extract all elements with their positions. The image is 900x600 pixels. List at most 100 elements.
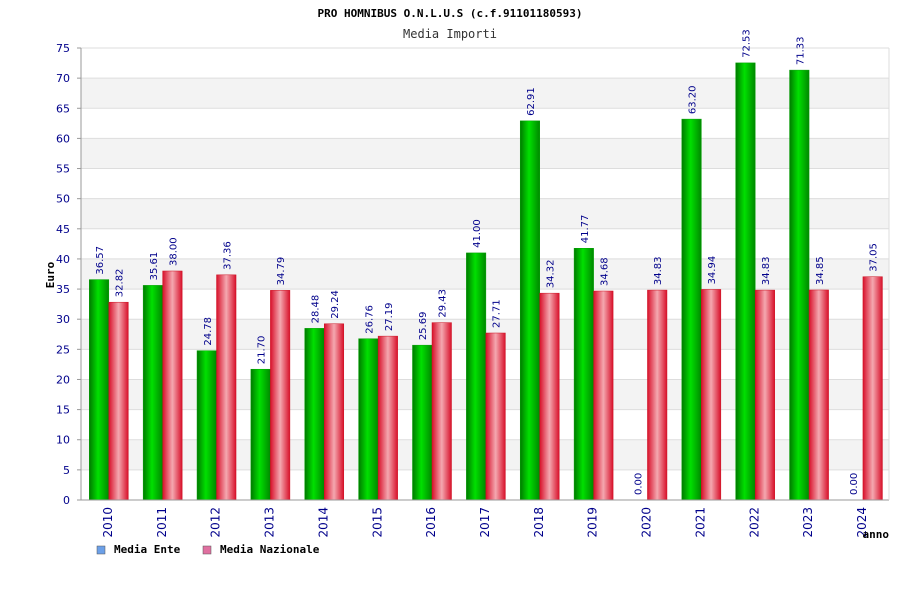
grid-band: [81, 108, 889, 139]
y-tick-label: 20: [56, 373, 70, 386]
data-label-media-nazionale-2023: 34.85: [815, 256, 826, 285]
y-tick-label: 45: [56, 223, 70, 236]
x-tick-label-2012: 2012: [209, 507, 223, 538]
bar-media-ente-2023: [789, 69, 810, 501]
bar-media-nazionale-2011: [162, 270, 183, 501]
bar-media-ente-2013: [250, 368, 271, 501]
data-label-media-nazionale-2011: 38.00: [168, 237, 179, 266]
bar-media-ente-2012: [196, 350, 217, 501]
bar-media-nazionale-2013: [270, 290, 291, 501]
data-label-media-nazionale-2021: 34.94: [707, 256, 718, 285]
grid-band: [81, 78, 889, 109]
data-label-media-ente-2010: 36.57: [95, 246, 106, 275]
bar-media-nazionale-2020: [647, 289, 668, 501]
data-label-media-ente-2013: 21.70: [257, 336, 268, 365]
chart-subtitle: Media Importi: [403, 27, 497, 41]
bar-media-nazionale-2012: [216, 274, 237, 501]
bar-media-ente-2017: [466, 252, 487, 501]
bar-media-ente-2016: [412, 344, 433, 501]
data-label-media-nazionale-2013: 34.79: [276, 257, 287, 286]
data-label-media-ente-2024: 0.00: [849, 473, 860, 495]
bar-media-nazionale-2010: [108, 301, 129, 501]
data-label-media-ente-2023: 71.33: [795, 36, 806, 65]
y-tick-label: 15: [56, 404, 70, 417]
x-tick-label-2018: 2018: [532, 507, 546, 538]
bar-media-nazionale-2022: [754, 289, 775, 501]
y-tick-label: 50: [56, 193, 70, 206]
x-axis-ticks: 2010 2011 2012 2013 2014 2015 2016 2017 2018 2019…: [101, 507, 869, 538]
data-label-media-nazionale-2016: 29.43: [438, 289, 449, 318]
data-label-media-nazionale-2024: 37.05: [869, 243, 880, 272]
bar-media-ente-2011: [142, 285, 163, 501]
x-tick-label-2020: 2020: [640, 507, 654, 538]
bar-media-nazionale-2024: [862, 276, 883, 501]
x-tick-label-2023: 2023: [801, 507, 815, 538]
x-tick-label-2010: 2010: [101, 507, 115, 538]
bar-media-nazionale-2019: [593, 290, 614, 501]
data-label-media-ente-2012: 24.78: [203, 317, 214, 346]
bar-media-nazionale-2018: [539, 292, 560, 501]
x-tick-label-2017: 2017: [478, 507, 492, 538]
data-label-media-ente-2017: 41.00: [472, 219, 483, 248]
x-axis-label: anno: [863, 528, 890, 541]
legend-label-media-nazionale: Media Nazionale: [220, 543, 320, 556]
data-label-media-nazionale-2020: 34.83: [653, 256, 664, 285]
bar-media-nazionale-2021: [701, 289, 722, 501]
x-tick-label-2024: 2024: [855, 507, 869, 538]
x-tick-label-2013: 2013: [263, 507, 277, 538]
x-tick-label-2011: 2011: [155, 507, 169, 538]
data-label-media-nazionale-2012: 37.36: [222, 241, 233, 270]
grid-band: [81, 48, 889, 79]
y-axis-label: Euro: [44, 261, 57, 288]
y-tick-label: 60: [56, 132, 70, 145]
legend-swatch-media-ente: [96, 545, 106, 555]
bar-media-ente-2014: [304, 328, 325, 501]
data-label-media-ente-2016: 25.69: [418, 312, 429, 341]
data-label-media-ente-2011: 35.61: [149, 252, 160, 281]
data-label-media-ente-2018: 62.91: [526, 87, 537, 116]
legend: Media Ente Media Nazionale: [96, 543, 320, 556]
x-tick-label-2015: 2015: [370, 507, 384, 538]
axes: [80, 48, 890, 501]
y-tick-label: 5: [63, 464, 70, 477]
x-tick-label-2014: 2014: [316, 507, 330, 538]
bar-media-nazionale-2017: [485, 332, 506, 501]
data-label-media-ente-2014: 28.48: [311, 295, 322, 324]
data-label-media-nazionale-2018: 34.32: [545, 260, 556, 289]
legend-swatch-media-nazionale: [202, 545, 212, 555]
data-label-media-nazionale-2017: 27.71: [492, 299, 503, 328]
y-tick-label: 30: [56, 313, 70, 326]
legend-label-media-ente: Media Ente: [114, 543, 181, 556]
data-labels: 36.57 32.82 35.61 38.00 24.78 37.36 21.70 34.79…: [95, 29, 880, 495]
bar-media-ente-2019: [573, 248, 594, 501]
bar-media-nazionale-2023: [808, 289, 829, 501]
x-tick-label-2021: 2021: [693, 507, 707, 538]
y-tick-label: 65: [56, 102, 70, 115]
data-label-media-ente-2019: 41.77: [580, 215, 591, 244]
bar-media-ente-2022: [735, 62, 756, 501]
data-label-media-ente-2015: 26.76: [364, 305, 375, 334]
data-label-media-ente-2020: 0.00: [634, 473, 645, 495]
x-tick-label-2022: 2022: [747, 507, 761, 538]
y-tick-label: 10: [56, 434, 70, 447]
bar-media-ente-2021: [681, 118, 702, 501]
bar-media-nazionale-2016: [431, 322, 452, 501]
x-tick-label-2019: 2019: [586, 507, 600, 538]
grid-band: [81, 198, 889, 229]
x-tick-label-2016: 2016: [424, 507, 438, 538]
data-label-media-nazionale-2014: 29.24: [330, 290, 341, 319]
bar-media-nazionale-2015: [377, 335, 398, 501]
y-tick-label: 55: [56, 163, 70, 176]
y-axis-ticks: 0 5 10 15 20 25 30 35 40 45 50 55 60 65 70 75: [56, 42, 81, 507]
data-label-media-nazionale-2022: 34.83: [761, 256, 772, 285]
data-label-media-nazionale-2010: 32.82: [115, 269, 126, 298]
data-label-media-ente-2021: 63.20: [688, 85, 699, 114]
bar-media-ente-2010: [89, 279, 110, 501]
data-label-media-nazionale-2019: 34.68: [599, 257, 610, 286]
y-tick-label: 25: [56, 343, 70, 356]
y-tick-label: 40: [56, 253, 70, 266]
grid-band: [81, 138, 889, 169]
chart-title: PRO HOMNIBUS O.N.L.U.S (c.f.91101180593): [318, 7, 583, 20]
y-tick-label: 70: [56, 72, 70, 85]
